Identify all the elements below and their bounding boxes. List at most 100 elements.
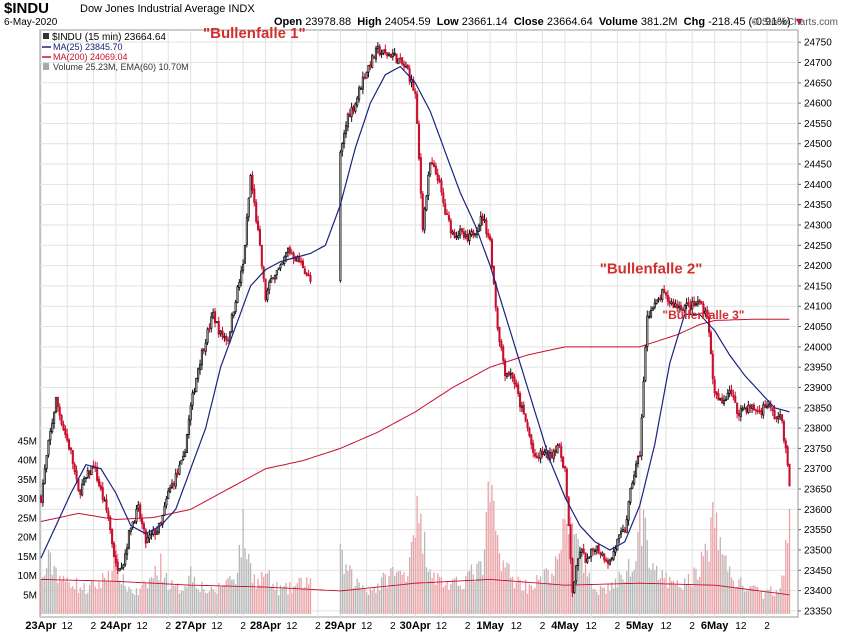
volume-bar (395, 572, 398, 614)
candle-body (751, 404, 754, 409)
volume-bar (408, 557, 411, 614)
volume-bar (620, 574, 622, 614)
volume-bar (175, 585, 177, 614)
volume-bar (697, 579, 699, 614)
volume-bar (356, 578, 358, 614)
candle-body (180, 459, 183, 465)
stockcharts-credit[interactable]: © StockCharts.com (751, 17, 838, 28)
candle-body (301, 260, 305, 269)
volume-bar (459, 585, 461, 614)
volume-bar (62, 575, 65, 614)
candle-body (378, 46, 381, 56)
candle-body (54, 397, 58, 413)
volume-bar (483, 549, 486, 614)
volume-bar (229, 575, 231, 614)
volume-bar (627, 559, 630, 614)
candle-body (453, 232, 456, 238)
candle-body (195, 378, 198, 393)
volume-bar (455, 576, 458, 614)
volume-bar (377, 583, 379, 614)
candle-body (689, 304, 692, 311)
candle-body (53, 412, 56, 424)
time-tick-label: 2 (689, 621, 695, 632)
candle-body (659, 297, 662, 300)
candle-body (107, 510, 110, 519)
candle-body (187, 419, 190, 435)
volume-bar (191, 582, 194, 614)
candle-body (520, 405, 523, 408)
candle-body (646, 315, 649, 348)
volume-bar (684, 578, 686, 614)
volume-bar (277, 595, 280, 614)
volume-bar (730, 577, 733, 614)
volume-bar (631, 571, 633, 614)
volume-bar (427, 571, 430, 614)
candle-body (266, 290, 269, 301)
candle-body (41, 483, 44, 503)
candle-body (655, 299, 658, 304)
candle-body (193, 391, 196, 394)
volume-bar (650, 570, 652, 614)
candle-body (474, 233, 477, 236)
volume-bar (568, 534, 570, 614)
candle-body (206, 328, 209, 343)
price-tick-label: 23850 (804, 403, 832, 414)
volume-bar (208, 591, 211, 614)
candle-body (68, 439, 71, 450)
candle-body (363, 76, 366, 79)
price-tick-label: 24500 (804, 139, 832, 150)
candle-body (679, 305, 683, 311)
candle-body (294, 258, 297, 262)
time-tick-label: 23Apr (25, 620, 57, 632)
candle-body (273, 275, 276, 280)
annotations: "Bullenfalle 1" "Bullenfalle 2" "Bullenfal… (203, 25, 744, 322)
candle-body (374, 48, 378, 60)
volume-bar (652, 563, 654, 614)
symbol: $INDU (4, 0, 50, 17)
time-tick-label: 6May (701, 620, 729, 632)
candle-body (513, 376, 516, 384)
candle-body (163, 505, 166, 516)
volume-bar (49, 552, 52, 614)
volume-bar (64, 581, 66, 614)
time-tick-label: 12 (586, 621, 598, 632)
candle-body (591, 548, 595, 551)
candle-body (597, 544, 600, 554)
volume-bars (40, 481, 791, 614)
volume-bar (85, 593, 87, 614)
candle-body (642, 381, 645, 418)
volume-bar (719, 537, 721, 614)
low-value: 23661.14 (461, 16, 508, 28)
volume-bar (113, 554, 115, 614)
volume-bar (261, 571, 263, 614)
volume-bar (272, 583, 274, 614)
volume-bar (139, 588, 141, 614)
candle-body (88, 470, 91, 476)
candle-body (567, 497, 570, 527)
volume-tick-label: 10M (18, 571, 37, 582)
candle-body (657, 298, 660, 301)
volume-bar (225, 579, 227, 614)
time-tick-label: 2 (240, 621, 246, 632)
volume-bar (446, 580, 448, 614)
volume-bar (171, 580, 173, 614)
candle-body (105, 499, 108, 511)
volume-bar (201, 581, 203, 614)
candle-body (140, 517, 144, 525)
candle-body (760, 410, 763, 415)
volume-bar (244, 548, 246, 614)
candle-body (511, 372, 514, 379)
price-tick-label: 23750 (804, 444, 832, 455)
candle-body (288, 247, 291, 254)
volume-bar (199, 592, 201, 614)
price-tick-label: 24350 (804, 200, 832, 211)
volume-bar (74, 589, 76, 614)
volume-tick-label: 40M (18, 456, 37, 467)
volume-bar (693, 567, 695, 614)
candle-body (251, 174, 254, 191)
volume-bar (289, 582, 291, 614)
candle-body (429, 162, 432, 175)
volume-bar (248, 553, 250, 614)
candle-body (367, 64, 370, 73)
volume-bar (51, 574, 53, 614)
